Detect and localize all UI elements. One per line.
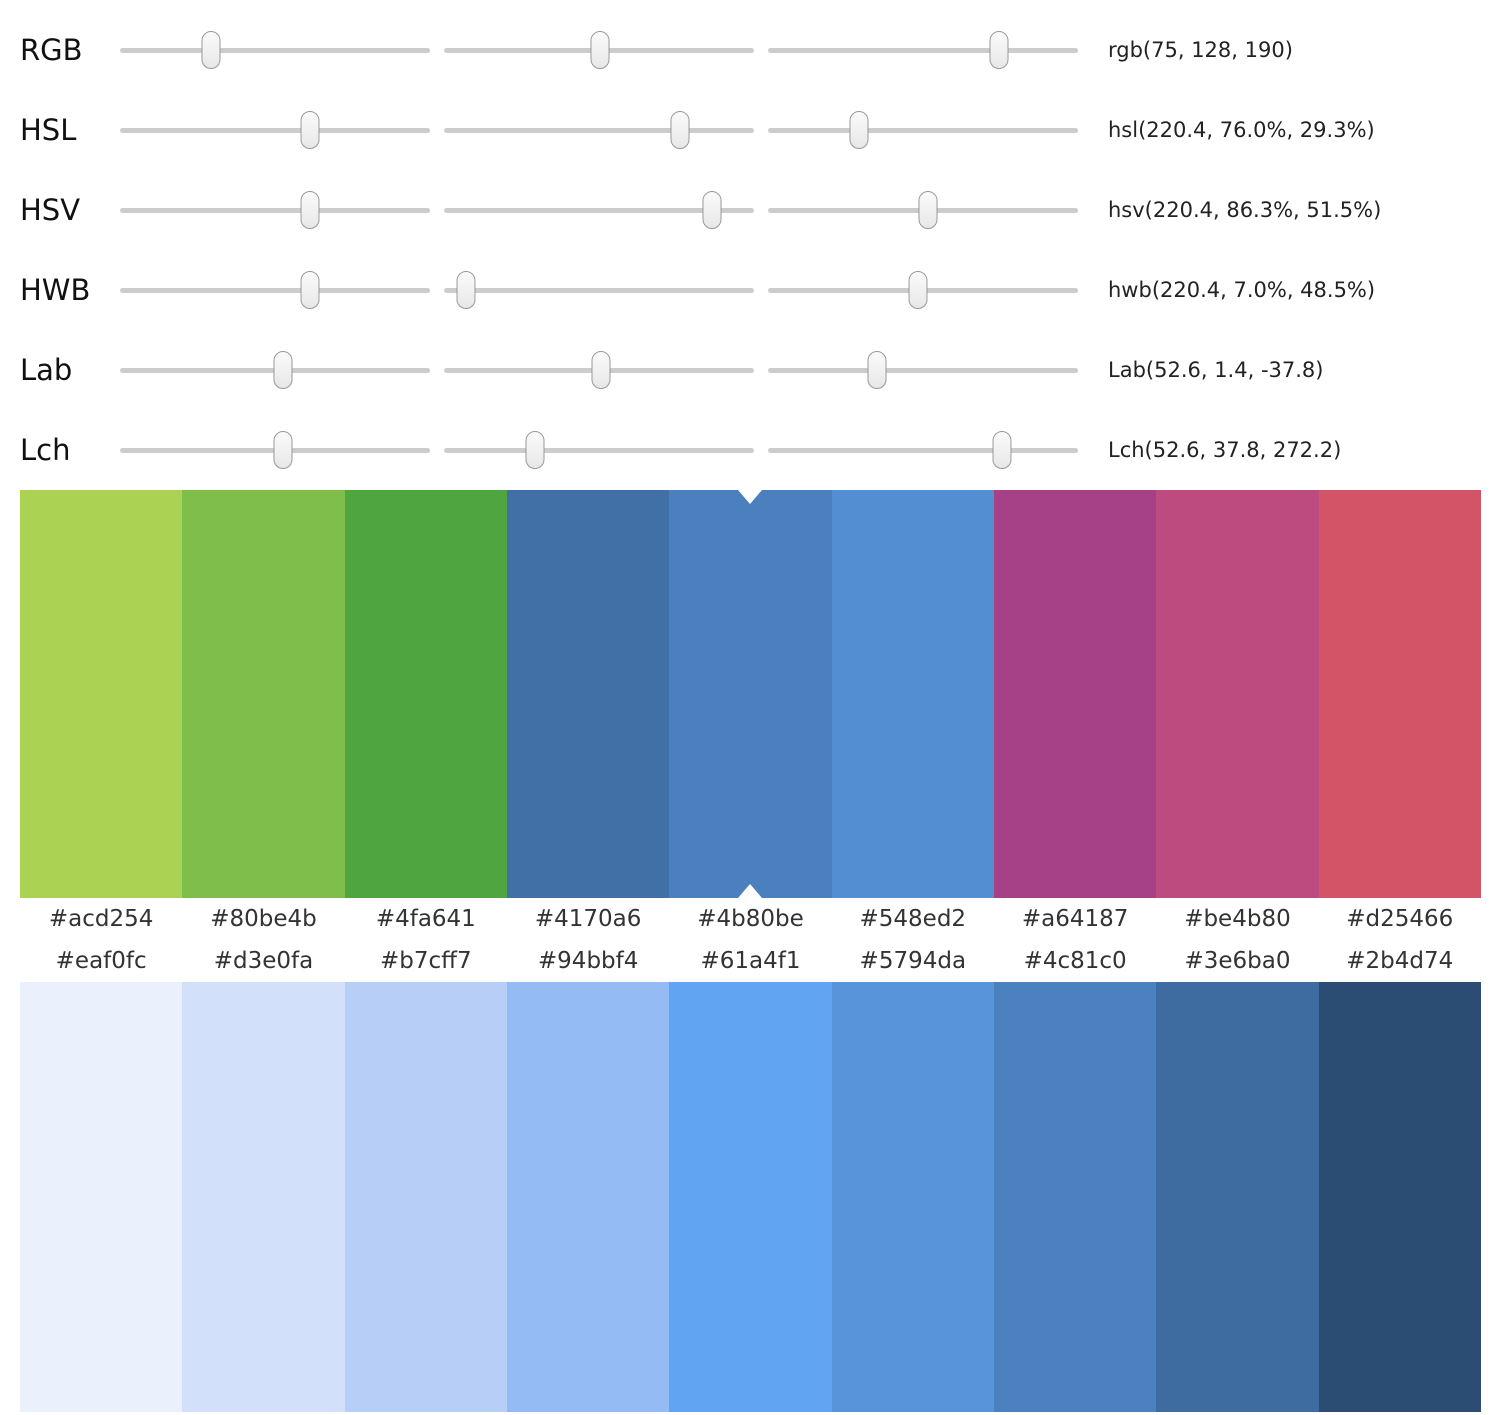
hue-swatch[interactable]	[1156, 490, 1319, 898]
slider-thumb[interactable]	[273, 431, 293, 469]
slider-row-hsv: HSV hsv(220.4, 86.3%, 51.5%)	[0, 170, 1501, 250]
colorspace-label: RGB	[20, 33, 83, 67]
slider-track[interactable]	[768, 351, 1078, 389]
hex-label: #be4b80	[1184, 906, 1291, 932]
slider-thumb[interactable]	[456, 271, 476, 309]
hex-label: #2b4d74	[1346, 948, 1454, 974]
shade-swatch[interactable]	[1318, 982, 1481, 1412]
slider-thumb[interactable]	[591, 351, 611, 389]
slider-thumb[interactable]	[989, 31, 1009, 69]
hex-label: #94bbf4	[537, 948, 639, 974]
slider-panel: RGB rgb(75, 128, 190) HSL hsl(220.4, 76.…	[0, 0, 1501, 490]
hue-swatch[interactable]	[831, 490, 994, 898]
slider-thumb[interactable]	[992, 431, 1012, 469]
hex-label: #a64187	[1021, 906, 1129, 932]
hex-label: #5794da	[859, 948, 967, 974]
slider-track[interactable]	[120, 431, 430, 469]
hex-label: #d25466	[1346, 906, 1454, 932]
slider-track[interactable]	[444, 111, 754, 149]
slider-track[interactable]	[768, 431, 1078, 469]
colorspace-label: Lab	[20, 353, 73, 387]
selected-notch-top-icon	[738, 490, 763, 504]
slider-thumb[interactable]	[918, 191, 938, 229]
hex-label: #3e6ba0	[1184, 948, 1291, 974]
slider-track[interactable]	[768, 111, 1078, 149]
shade-swatch[interactable]	[20, 982, 183, 1412]
slider-thumb[interactable]	[702, 191, 722, 229]
hex-label: #548ed2	[859, 906, 967, 932]
slider-thumb[interactable]	[849, 111, 869, 149]
shade-swatch[interactable]	[182, 982, 345, 1412]
slider-thumb[interactable]	[201, 31, 221, 69]
color-value-text: hsl(220.4, 76.0%, 29.3%)	[1108, 118, 1375, 142]
hue-swatch[interactable]	[20, 490, 183, 898]
slider-thumb[interactable]	[300, 271, 320, 309]
slider-thumb[interactable]	[300, 191, 320, 229]
slider-thumb[interactable]	[300, 111, 320, 149]
slider-track[interactable]	[444, 431, 754, 469]
color-value-text: Lch(52.6, 37.8, 272.2)	[1108, 438, 1342, 462]
slider-track[interactable]	[444, 31, 754, 69]
slider-row-lab: Lab Lab(52.6, 1.4, -37.8)	[0, 330, 1501, 410]
hex-label: #d3e0fa	[213, 948, 314, 974]
slider-track[interactable]	[444, 351, 754, 389]
slider-track[interactable]	[120, 111, 430, 149]
slider-track[interactable]	[120, 191, 430, 229]
hue-swatch[interactable]	[669, 490, 832, 898]
hex-label: #eaf0fc	[55, 948, 147, 974]
hue-swatch[interactable]	[344, 490, 507, 898]
slider-row-lch: Lch Lch(52.6, 37.8, 272.2)	[0, 410, 1501, 490]
slider-track[interactable]	[768, 31, 1078, 69]
hex-label: #4fa641	[375, 906, 476, 932]
hex-label: #b7cff7	[380, 948, 472, 974]
slider-row-hsl: HSL hsl(220.4, 76.0%, 29.3%)	[0, 90, 1501, 170]
hue-palette	[20, 490, 1481, 898]
hue-hex-labels: #acd254 #80be4b #4fa641 #4170a6 #4b80be …	[20, 898, 1481, 940]
slider-thumb[interactable]	[525, 431, 545, 469]
slider-thumb[interactable]	[590, 31, 610, 69]
shades-palette	[20, 982, 1481, 1412]
shade-swatch[interactable]	[831, 982, 994, 1412]
slider-row-hwb: HWB hwb(220.4, 7.0%, 48.5%)	[0, 250, 1501, 330]
hue-swatch[interactable]	[182, 490, 345, 898]
colorspace-label: Lch	[20, 433, 71, 467]
colorspace-label: HSL	[20, 113, 77, 147]
colorspace-label: HWB	[20, 273, 91, 307]
shade-swatch[interactable]	[506, 982, 670, 1412]
color-value-text: hwb(220.4, 7.0%, 48.5%)	[1108, 278, 1376, 302]
slider-track[interactable]	[120, 31, 430, 69]
hue-swatch[interactable]	[1318, 490, 1481, 898]
hex-label: #4c81c0	[1023, 948, 1127, 974]
hue-swatch[interactable]	[506, 490, 670, 898]
shade-swatch[interactable]	[344, 982, 507, 1412]
hex-label: #80be4b	[210, 906, 317, 932]
color-value-text: rgb(75, 128, 190)	[1108, 38, 1293, 62]
shade-swatch[interactable]	[669, 982, 832, 1412]
slider-track[interactable]	[444, 271, 754, 309]
hex-label: #61a4f1	[700, 948, 801, 974]
color-value-text: hsv(220.4, 86.3%, 51.5%)	[1108, 198, 1382, 222]
colorspace-label: HSV	[20, 193, 81, 227]
slider-thumb[interactable]	[867, 351, 887, 389]
color-value-text: Lab(52.6, 1.4, -37.8)	[1108, 358, 1324, 382]
slider-thumb[interactable]	[670, 111, 690, 149]
selected-notch-bottom-icon	[738, 884, 763, 898]
hex-label: #4170a6	[534, 906, 642, 932]
slider-thumb[interactable]	[908, 271, 928, 309]
hex-label: #4b80be	[697, 906, 804, 932]
shade-hex-labels: #eaf0fc #d3e0fa #b7cff7 #94bbf4 #61a4f1 …	[20, 940, 1481, 982]
shade-swatch[interactable]	[993, 982, 1157, 1412]
hex-label: #acd254	[48, 906, 154, 932]
slider-track[interactable]	[444, 191, 754, 229]
slider-thumb[interactable]	[273, 351, 293, 389]
slider-track[interactable]	[768, 271, 1078, 309]
hue-swatch[interactable]	[993, 490, 1157, 898]
slider-track[interactable]	[120, 351, 430, 389]
slider-row-rgb: RGB rgb(75, 128, 190)	[0, 10, 1501, 90]
slider-track[interactable]	[120, 271, 430, 309]
slider-track[interactable]	[768, 191, 1078, 229]
shade-swatch[interactable]	[1156, 982, 1319, 1412]
